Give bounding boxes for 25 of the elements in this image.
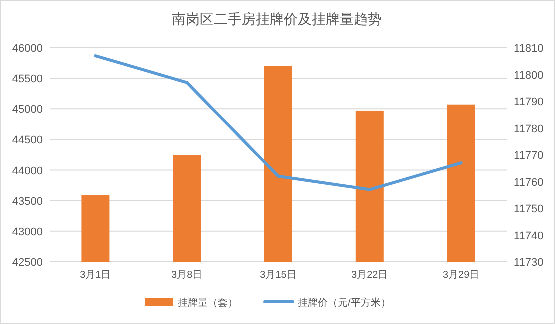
y-tick-label: 46000 [12, 43, 43, 55]
x-tick-label: 3月15日 [260, 270, 297, 281]
y-tick-label: 43000 [12, 226, 43, 238]
y2-tick-label: 11740 [514, 230, 544, 242]
y2-tick-label: 11780 [514, 123, 544, 136]
y-tick-label: 45500 [12, 74, 43, 86]
x-tick-label: 3月22日 [352, 270, 388, 281]
y-tick-label: 42500 [12, 257, 43, 269]
y-tick-label: 44500 [12, 134, 43, 147]
x-tick-label: 3月1日 [80, 270, 112, 281]
y2-tick-label: 11790 [514, 96, 544, 108]
y-tick-label: 44000 [12, 165, 43, 178]
y2-tick-label: 11760 [514, 176, 544, 189]
y2-tick-label: 11800 [514, 70, 544, 82]
x-tick-label: 3月29日 [442, 270, 480, 281]
x-tick-label: 3月8日 [172, 270, 203, 281]
y2-tick-label: 11730 [514, 257, 544, 269]
y2-tick-label: 11750 [514, 204, 544, 216]
y2-tick-label: 11770 [514, 150, 544, 162]
chart-title: 南岗区二手房挂牌价及挂牌量趋势 [172, 11, 382, 27]
y-tick-label: 45000 [12, 104, 43, 116]
y-tick-label: 43500 [12, 196, 43, 208]
legend-label: 挂牌量（套） [178, 297, 238, 309]
y2-tick-label: 11810 [514, 43, 544, 55]
legend-label: 挂牌价（元/平方米） [298, 297, 391, 309]
